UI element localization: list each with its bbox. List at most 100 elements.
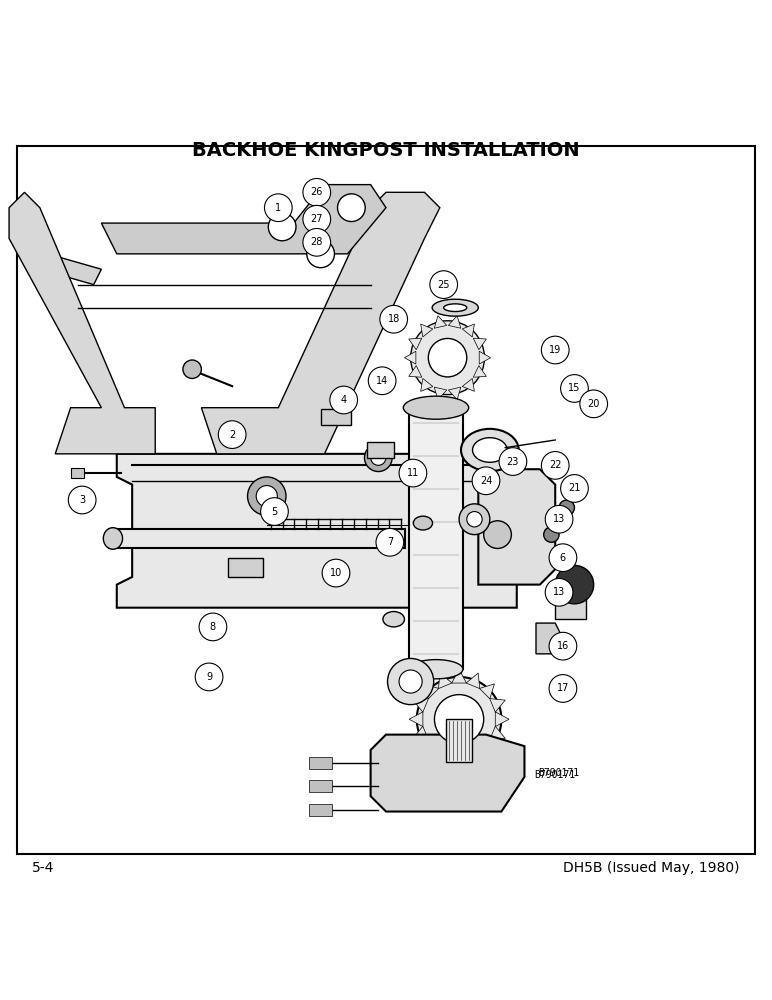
Ellipse shape xyxy=(383,612,405,627)
Circle shape xyxy=(549,675,577,702)
Polygon shape xyxy=(449,316,461,328)
Circle shape xyxy=(368,367,396,395)
Circle shape xyxy=(218,421,246,448)
Text: 15: 15 xyxy=(568,383,581,393)
Circle shape xyxy=(472,467,499,495)
Circle shape xyxy=(549,544,577,572)
Polygon shape xyxy=(413,726,428,740)
Polygon shape xyxy=(424,684,438,699)
Circle shape xyxy=(248,477,286,515)
Polygon shape xyxy=(421,324,433,337)
Polygon shape xyxy=(413,699,428,712)
Text: 16: 16 xyxy=(557,641,569,651)
Text: 17: 17 xyxy=(557,683,569,693)
Polygon shape xyxy=(555,600,586,619)
Circle shape xyxy=(330,386,357,414)
Polygon shape xyxy=(473,366,486,377)
Text: 6: 6 xyxy=(560,553,566,563)
Circle shape xyxy=(256,486,277,507)
Text: 21: 21 xyxy=(568,483,581,493)
Polygon shape xyxy=(462,324,475,337)
Ellipse shape xyxy=(461,429,519,471)
Circle shape xyxy=(269,213,296,241)
Text: 27: 27 xyxy=(310,214,323,224)
Polygon shape xyxy=(309,804,332,816)
Text: 14: 14 xyxy=(376,376,388,386)
Circle shape xyxy=(306,240,334,268)
Polygon shape xyxy=(424,740,438,755)
Text: 28: 28 xyxy=(310,237,323,247)
Text: 24: 24 xyxy=(480,476,493,486)
Circle shape xyxy=(580,390,608,418)
Polygon shape xyxy=(371,735,524,812)
Circle shape xyxy=(541,336,569,364)
Text: 23: 23 xyxy=(506,457,519,467)
Ellipse shape xyxy=(409,660,463,679)
Polygon shape xyxy=(434,316,447,328)
Circle shape xyxy=(543,527,559,542)
Polygon shape xyxy=(409,712,423,727)
Circle shape xyxy=(435,695,484,744)
Circle shape xyxy=(545,578,573,606)
Circle shape xyxy=(380,305,408,333)
Polygon shape xyxy=(466,673,479,689)
Polygon shape xyxy=(446,719,472,762)
Polygon shape xyxy=(109,529,405,548)
Circle shape xyxy=(195,663,223,691)
Text: 13: 13 xyxy=(553,514,565,524)
Circle shape xyxy=(559,500,574,515)
Polygon shape xyxy=(473,338,486,350)
Circle shape xyxy=(376,528,404,556)
Circle shape xyxy=(303,228,330,256)
Polygon shape xyxy=(466,750,479,765)
Polygon shape xyxy=(101,185,386,254)
Text: 18: 18 xyxy=(388,314,400,324)
Circle shape xyxy=(430,271,458,298)
Circle shape xyxy=(265,194,292,222)
Text: 11: 11 xyxy=(407,468,419,478)
Polygon shape xyxy=(489,726,505,740)
Text: 25: 25 xyxy=(438,280,450,290)
Text: 8: 8 xyxy=(210,622,216,632)
Polygon shape xyxy=(536,623,563,654)
Polygon shape xyxy=(452,755,466,769)
Polygon shape xyxy=(421,378,433,391)
Polygon shape xyxy=(40,254,101,285)
Text: 5-4: 5-4 xyxy=(32,861,55,875)
Polygon shape xyxy=(405,351,416,364)
Text: 1: 1 xyxy=(276,203,281,213)
Text: 26: 26 xyxy=(310,187,323,197)
Text: B790171: B790171 xyxy=(535,770,576,780)
Text: 10: 10 xyxy=(330,568,342,578)
Text: 2: 2 xyxy=(229,430,235,440)
Polygon shape xyxy=(309,780,332,792)
Polygon shape xyxy=(117,454,516,608)
Circle shape xyxy=(399,670,422,693)
Text: DH5B (Issued May, 1980): DH5B (Issued May, 1980) xyxy=(564,861,740,875)
Ellipse shape xyxy=(432,299,479,316)
Polygon shape xyxy=(367,442,394,458)
Polygon shape xyxy=(438,673,452,689)
Circle shape xyxy=(199,613,227,641)
Circle shape xyxy=(388,658,434,705)
Polygon shape xyxy=(479,740,494,755)
Polygon shape xyxy=(320,409,351,425)
Polygon shape xyxy=(462,378,475,391)
Text: 19: 19 xyxy=(549,345,561,355)
Circle shape xyxy=(555,565,594,604)
Circle shape xyxy=(68,486,96,514)
Circle shape xyxy=(541,452,569,479)
Circle shape xyxy=(499,448,527,475)
Circle shape xyxy=(183,360,201,378)
Text: BACKHOE KINGPOST INSTALLATION: BACKHOE KINGPOST INSTALLATION xyxy=(192,141,580,160)
Polygon shape xyxy=(409,408,463,669)
Circle shape xyxy=(545,505,573,533)
Circle shape xyxy=(484,521,511,548)
Circle shape xyxy=(560,475,588,502)
Circle shape xyxy=(371,450,386,465)
Circle shape xyxy=(364,444,392,472)
Circle shape xyxy=(399,459,427,487)
Text: 22: 22 xyxy=(549,460,561,470)
Polygon shape xyxy=(449,387,461,400)
Ellipse shape xyxy=(444,304,467,312)
